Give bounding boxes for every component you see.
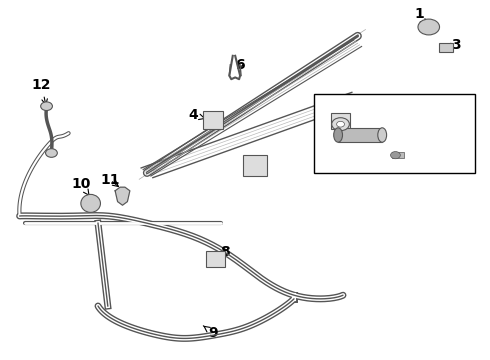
Text: 9: 9 [203, 326, 218, 340]
Text: 4: 4 [189, 108, 205, 122]
Bar [243, 155, 267, 176]
Bar [203, 111, 223, 129]
Ellipse shape [334, 128, 343, 142]
Text: 3: 3 [445, 38, 461, 52]
Ellipse shape [378, 128, 387, 142]
Circle shape [418, 19, 440, 35]
Text: 7: 7 [340, 113, 353, 126]
Text: 2: 2 [391, 130, 401, 147]
Text: 8: 8 [220, 245, 230, 259]
Circle shape [41, 102, 52, 111]
Text: 12: 12 [32, 78, 51, 105]
Bar [392, 152, 404, 158]
Circle shape [337, 121, 344, 127]
Ellipse shape [81, 194, 100, 212]
Text: 10: 10 [71, 177, 91, 196]
Circle shape [391, 152, 400, 159]
Text: 5: 5 [252, 166, 262, 180]
Text: 6: 6 [235, 58, 245, 72]
Bar [439, 43, 453, 52]
Bar [314, 94, 475, 173]
Text: 1: 1 [414, 8, 426, 25]
Circle shape [332, 118, 349, 131]
Circle shape [46, 149, 57, 157]
Bar [331, 112, 350, 129]
Polygon shape [115, 187, 130, 205]
Text: 11: 11 [100, 173, 120, 187]
Bar [206, 251, 225, 267]
Bar [338, 128, 382, 142]
